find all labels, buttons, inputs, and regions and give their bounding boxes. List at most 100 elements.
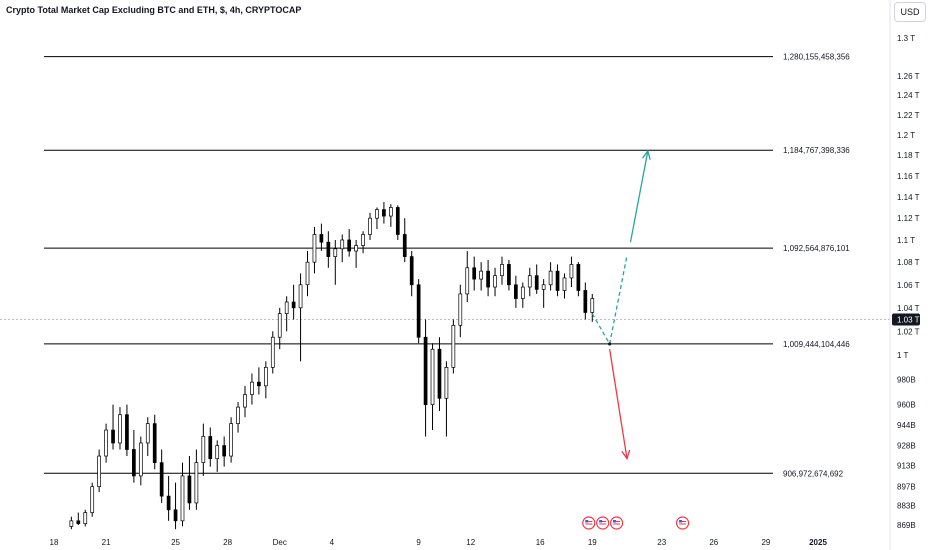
candle-body	[479, 270, 483, 280]
candle-body	[305, 261, 310, 286]
horizontal-levels: 1,280,155,458,356 1,184,767,398,336 1,092,…	[0, 53, 890, 478]
x-tick-label: 9	[416, 538, 421, 547]
candle-body	[257, 381, 261, 387]
candle-body	[76, 520, 81, 524]
y-tick-label: 960B	[897, 401, 916, 410]
y-tick-label: 1.18 T	[897, 151, 920, 160]
y-tick-label: 883B	[897, 502, 916, 511]
candle-body	[361, 234, 365, 246]
arrow-down-head	[621, 449, 631, 461]
x-tick-label: 18	[50, 538, 59, 547]
candle-body	[319, 234, 324, 243]
candle-body	[250, 381, 254, 395]
candle-body	[243, 394, 247, 408]
x-tick-label: 16	[536, 538, 545, 547]
arrow-up	[629, 150, 649, 243]
candle-body	[409, 256, 414, 286]
candle-body	[173, 509, 178, 522]
path-dashed-down	[591, 313, 611, 345]
candle-body	[548, 270, 553, 286]
candle-body	[555, 270, 560, 291]
flag-field	[585, 520, 593, 526]
x-tick-label: 28	[223, 538, 232, 547]
x-tick-label: 25	[171, 538, 180, 547]
last-price-badge-bg	[892, 313, 920, 326]
candle-body	[222, 445, 227, 457]
y-axis: 1.3 T 1.26 T 1.24 T 1.22 T 1.2 T 1.18 T 1.16 T…	[889, 0, 920, 550]
candle-body	[69, 520, 74, 527]
candle-body	[125, 414, 129, 450]
y-tick-label: 980B	[897, 376, 916, 385]
candle-body	[270, 336, 275, 368]
flag-canton	[613, 520, 617, 523]
event-markers	[582, 516, 690, 530]
candle-body	[583, 290, 588, 313]
candle-body	[500, 264, 504, 277]
candle-body	[541, 284, 546, 290]
x-tick-label: 26	[709, 538, 718, 547]
candle-body	[389, 207, 393, 217]
level-label: 1,184,767,398,336	[783, 146, 850, 155]
x-axis: 18 21 25 28 Dec 4 9 12 16 19 23 26 29 2025	[50, 538, 828, 547]
y-tick-label: 913B	[897, 461, 916, 470]
level-label: 1,009,444,104,446	[783, 340, 850, 349]
candle-body	[458, 293, 463, 326]
y-tick-label: 1.26 T	[897, 72, 920, 81]
candle-body	[520, 286, 525, 299]
chart-title: Crypto Total Market Cap Excluding BTC an…	[6, 5, 302, 15]
candle-body	[132, 449, 136, 477]
y-tick-label: 1.04 T	[897, 304, 920, 313]
candle-body	[97, 455, 101, 488]
flag-field	[679, 520, 687, 526]
candle-body	[138, 442, 143, 477]
candle-body	[569, 264, 574, 279]
candle-body	[430, 348, 435, 405]
y-tick-label: 869B	[897, 521, 916, 530]
path-dashed-up	[608, 255, 628, 345]
candle-body	[333, 248, 338, 257]
candle-body	[145, 423, 150, 444]
projections	[591, 149, 651, 461]
y-tick-label: 1.08 T	[897, 258, 920, 267]
currency-button[interactable]: USD	[894, 2, 926, 22]
candle-body	[201, 436, 206, 463]
flag-canton	[599, 520, 603, 523]
last-price-label: 1.03 T	[897, 315, 920, 324]
y-tick-label: 1.3 T	[897, 34, 915, 43]
candle-body	[465, 267, 470, 295]
y-tick-label: 897B	[897, 483, 916, 492]
x-tick-label: Dec	[273, 538, 287, 547]
candle-body	[402, 234, 407, 257]
candle-body	[187, 475, 192, 504]
y-tick-label: 1.1 T	[897, 236, 915, 245]
x-tick-label: 4	[330, 538, 335, 547]
candle-body	[368, 217, 372, 235]
y-tick-label: 1 T	[897, 351, 909, 360]
level-label: 1,092,564,876,101	[783, 244, 850, 253]
candle-body	[284, 301, 289, 314]
candle-body	[590, 298, 595, 313]
x-tick-label: 21	[102, 538, 111, 547]
y-tick-label: 944B	[897, 421, 916, 430]
candle-body	[562, 277, 567, 291]
candle-body	[375, 209, 379, 219]
x-tick-label: 12	[466, 538, 475, 547]
candle-body	[486, 270, 490, 288]
candle-body	[534, 275, 539, 290]
x-tick-label: 2025	[809, 538, 827, 547]
candle-body	[208, 436, 213, 460]
candle-body	[118, 414, 122, 444]
candle-body	[395, 207, 400, 235]
y-tick-label: 1.06 T	[897, 281, 920, 290]
level-label: 1,280,155,458,356	[783, 53, 850, 62]
candle-body	[90, 486, 95, 513]
arrow-up-head	[641, 149, 651, 160]
candle-body	[229, 423, 233, 457]
pivot-dot	[608, 342, 612, 346]
candle-body	[326, 241, 331, 257]
candles	[69, 202, 595, 530]
level-label: 906,972,674,692	[783, 469, 844, 478]
candle-body	[507, 264, 511, 286]
candle-body	[236, 406, 240, 424]
